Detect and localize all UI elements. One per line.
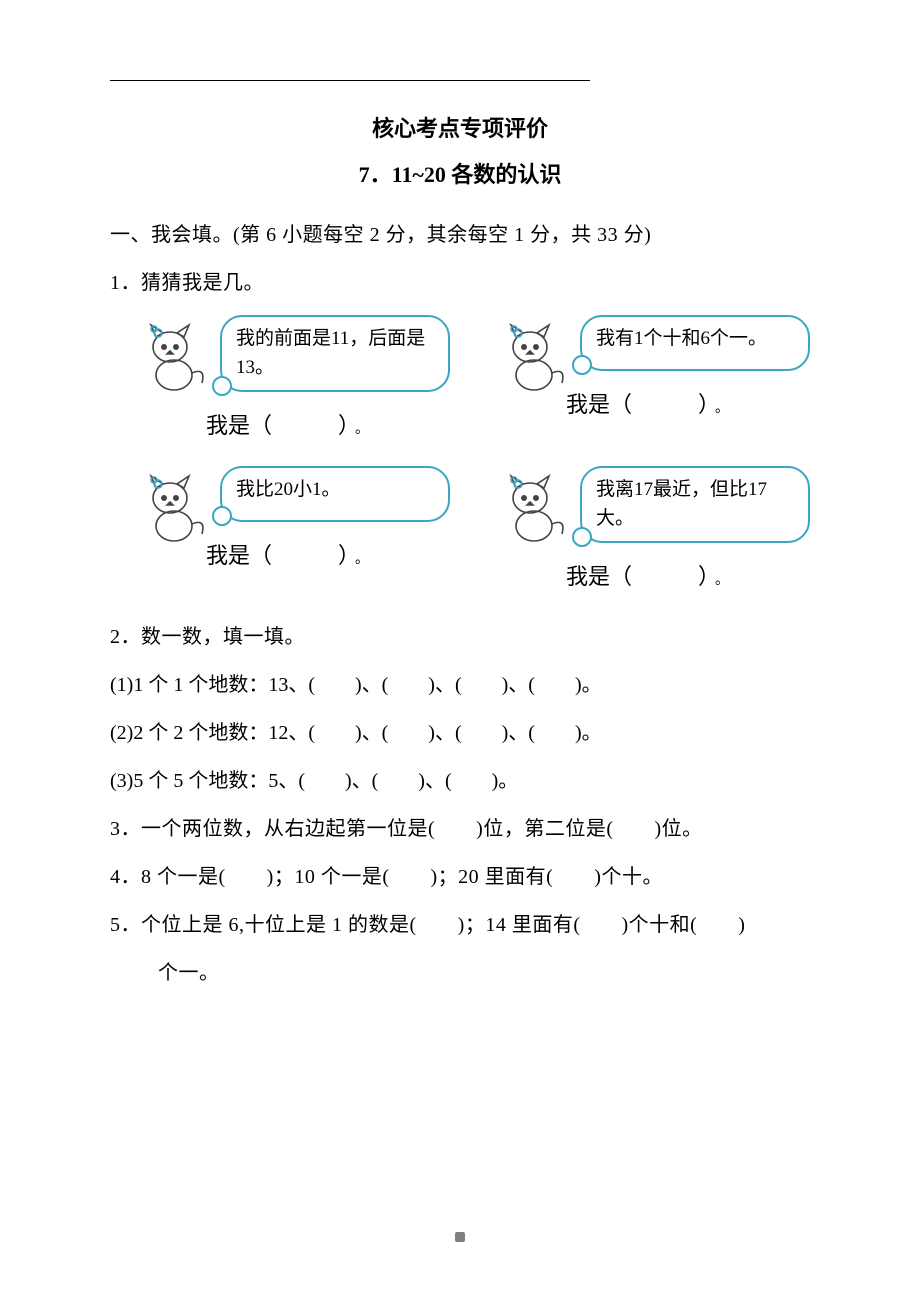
q2-prompt: 2．数一数，填一填。	[110, 613, 810, 661]
q5-line1: 5．个位上是 6,十位上是 1 的数是( )；14 里面有( )个十和( )	[110, 901, 810, 949]
speech-bubble: 我有1个十和6个一。	[580, 315, 810, 371]
q2-item: (1)1 个 1 个地数：13、( )、( )、( )、( )。	[110, 661, 810, 709]
answer-line: 我是（ ） 。	[566, 387, 810, 419]
riddle-item: 我的前面是11，后面是13。 我是（ ） 。	[140, 315, 450, 458]
riddle-item: 我比20小1。 我是（ ） 。	[140, 466, 450, 609]
period: 。	[355, 552, 369, 567]
answer-text: 我是（ ）	[566, 392, 709, 417]
top-rule	[110, 80, 590, 81]
bubble-tail-icon	[212, 376, 232, 396]
riddle-row: 我比20小1。 我是（ ） 。	[140, 466, 810, 609]
cat-icon	[140, 474, 218, 546]
q2-item: (2)2 个 2 个地数：12、( )、( )、( )、( )。	[110, 709, 810, 757]
answer-line: 我是（ ） 。	[566, 559, 810, 591]
bubble-tail-icon	[572, 355, 592, 375]
q5-line2: 个一。	[110, 949, 810, 997]
riddle-item: 我离17最近，但比17大。 我是（ ） 。	[500, 466, 810, 609]
answer-text: 我是（ ）	[206, 543, 349, 568]
bubble-text: 我的前面是11，后面是13。	[236, 328, 425, 378]
bubble-tail-icon	[572, 527, 592, 547]
answer-line: 我是（ ） 。	[206, 408, 450, 440]
q1-prompt: 1．猜猜我是几。	[110, 259, 810, 307]
speech-bubble: 我的前面是11，后面是13。	[220, 315, 450, 392]
period: 。	[715, 573, 729, 588]
speech-bubble: 我离17最近，但比17大。	[580, 466, 810, 543]
riddle-item: 我有1个十和6个一。 我是（ ） 。	[500, 315, 810, 458]
title-main: 核心考点专项评价	[110, 111, 810, 143]
worksheet-page: 核心考点专项评价 7．11~20 各数的认识 一、我会填。(第 6 小题每空 2…	[0, 0, 920, 1302]
q3-line: 3．一个两位数，从右边起第一位是( )位，第二位是( )位。	[110, 805, 810, 853]
title-sub: 7．11~20 各数的认识	[110, 157, 810, 189]
answer-text: 我是（ ）	[206, 413, 349, 438]
answer-line: 我是（ ） 。	[206, 538, 450, 570]
cat-icon	[500, 474, 578, 546]
cat-icon	[140, 323, 218, 395]
answer-text: 我是（ ）	[566, 564, 709, 589]
q2-item: (3)5 个 5 个地数：5、( )、( )、( )。	[110, 757, 810, 805]
speech-bubble: 我比20小1。	[220, 466, 450, 522]
period: 。	[715, 401, 729, 416]
section1-heading: 一、我会填。(第 6 小题每空 2 分，其余每空 1 分，共 33 分)	[110, 211, 810, 259]
cat-icon	[500, 323, 578, 395]
bubble-tail-icon	[212, 506, 232, 526]
period: 。	[355, 422, 369, 437]
bubble-text: 我有1个十和6个一。	[596, 328, 767, 349]
footer-mark-icon	[455, 1232, 465, 1242]
bubble-text: 我比20小1。	[236, 479, 341, 500]
q4-line: 4．8 个一是( )；10 个一是( )；20 里面有( )个十。	[110, 853, 810, 901]
bubble-text: 我离17最近，但比17大。	[596, 479, 767, 529]
riddle-row: 我的前面是11，后面是13。 我是（ ） 。	[140, 315, 810, 458]
